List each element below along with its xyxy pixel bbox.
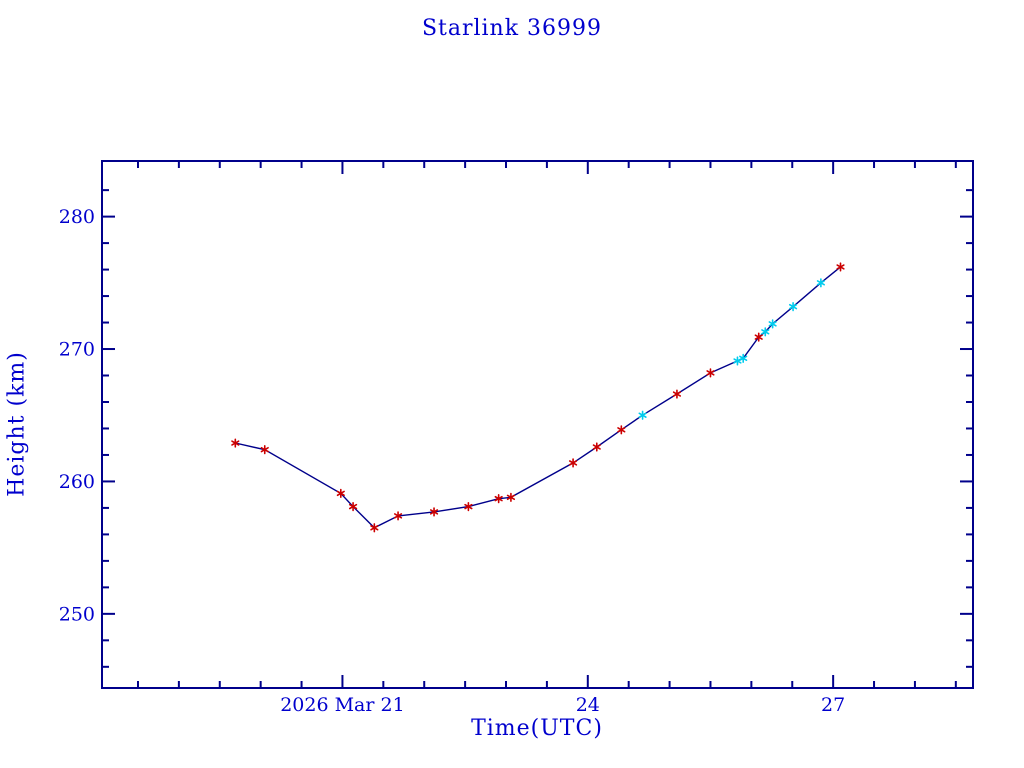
red-asterisk-marker [506,492,516,502]
red-asterisk-marker [836,262,845,272]
x-tick-label: 27 [821,694,845,716]
red-asterisk-marker [494,494,503,504]
red-asterisk-marker [231,438,240,448]
cyan-asterisk-marker [761,327,770,337]
cyan-asterisk-marker [739,353,748,363]
red-asterisk-marker [429,507,439,517]
x-axis-title: Time(UTC) [471,716,603,741]
x-tick-label: 2026 Mar 21 [280,694,404,716]
cyan-asterisk-marker [816,278,825,288]
y-tick-label: 250 [59,603,95,625]
red-asterisk-marker [592,442,601,452]
red-asterisk-marker [464,501,473,512]
y-tick-label: 280 [59,206,95,228]
red-asterisk-marker [348,501,358,512]
chart-title: Starlink 36999 [421,16,603,41]
x-tick-label: 24 [576,694,600,716]
red-asterisk-marker [370,523,379,533]
red-asterisk-marker [617,425,626,435]
cyan-asterisk-marker [788,302,798,312]
red-asterisk-marker [393,511,403,521]
red-asterisk-marker [754,332,763,342]
y-tick-label: 260 [59,471,95,493]
red-asterisk-marker [568,458,578,468]
red-asterisk-marker [260,445,269,455]
red-asterisk-marker [706,368,715,378]
cyan-asterisk-marker [768,319,777,329]
plot-frame [101,160,974,689]
red-asterisk-marker [672,389,682,399]
red-asterisk-marker [336,488,345,498]
cyan-asterisk-marker [638,410,647,420]
y-tick-label: 270 [59,339,95,361]
height-series-line [235,266,841,529]
